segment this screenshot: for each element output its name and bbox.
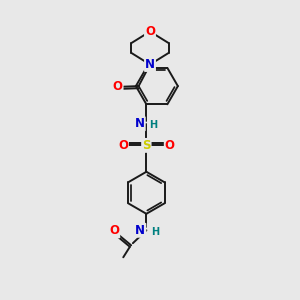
Text: O: O (145, 25, 155, 38)
Text: S: S (142, 139, 151, 152)
Text: O: O (118, 139, 128, 152)
Text: O: O (109, 224, 119, 237)
Text: H: H (151, 227, 159, 237)
Text: O: O (112, 80, 123, 93)
Text: N: N (145, 58, 155, 71)
Text: N: N (135, 117, 145, 130)
Text: N: N (135, 224, 146, 237)
Text: O: O (165, 139, 175, 152)
Text: H: H (149, 120, 157, 130)
